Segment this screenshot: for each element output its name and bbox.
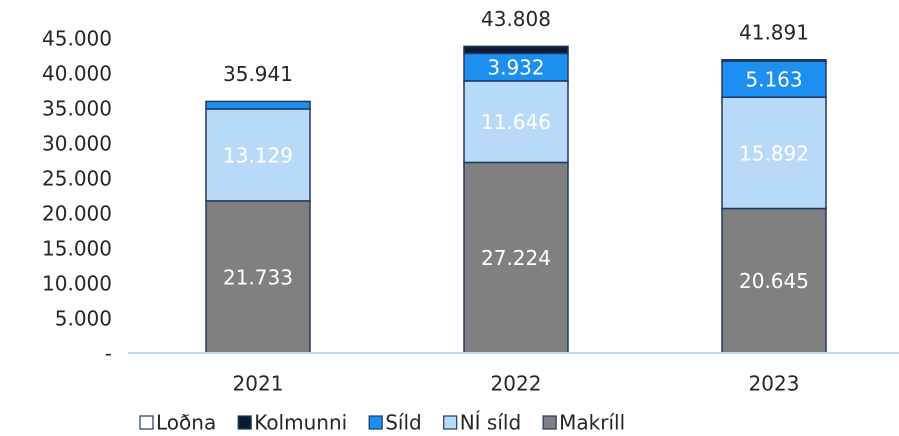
value-label: 5.163 [745, 68, 802, 92]
total-label: 41.891 [739, 20, 809, 44]
bar-segment [205, 100, 311, 110]
bar-segment [721, 207, 827, 354]
bar-segment [463, 45, 569, 55]
legend-swatch [443, 415, 458, 430]
total-label: 35.941 [223, 62, 293, 86]
y-tick-label: 25.000 [42, 167, 112, 191]
bar-segment [205, 200, 311, 354]
y-tick-label: 35.000 [42, 97, 112, 121]
y-tick-label: 5.000 [55, 307, 112, 331]
value-label: 21.733 [223, 265, 293, 289]
legend-swatch [542, 415, 557, 430]
bar-segment [463, 80, 569, 164]
y-tick-label: 20.000 [42, 202, 112, 226]
bar-segment [721, 59, 827, 62]
value-label: 20.645 [739, 269, 809, 293]
value-label: 15.892 [739, 141, 809, 165]
x-tick-label: 2021 [233, 372, 284, 396]
legend-label: Síld [385, 411, 422, 435]
bar-segment [721, 96, 827, 210]
y-tick-label: 10.000 [42, 272, 112, 296]
x-tick-label: 2023 [749, 372, 800, 396]
legend-label: Makríll [559, 411, 625, 435]
bar-segment [205, 108, 311, 202]
y-tick-label: 40.000 [42, 62, 112, 86]
value-label: 27.224 [481, 246, 551, 270]
legend-label: Loðna [156, 411, 216, 435]
y-tick-label: 45.000 [42, 27, 112, 51]
value-label: 11.646 [481, 110, 551, 134]
x-tick-label: 2022 [491, 372, 542, 396]
bar-segment [463, 52, 569, 82]
total-label: 43.808 [481, 7, 551, 31]
y-tick-label: - [105, 342, 112, 366]
bar-segment [721, 60, 827, 98]
y-tick-label: 15.000 [42, 237, 112, 261]
legend-swatch [139, 415, 154, 430]
value-label: 13.129 [223, 143, 293, 167]
legend-label: Kolmunni [254, 411, 347, 435]
y-tick-label: 30.000 [42, 132, 112, 156]
legend-label: NÍ síld [460, 411, 521, 435]
legend-swatch [368, 415, 383, 430]
value-label: 3.932 [487, 56, 544, 80]
legend-swatch [237, 415, 252, 430]
